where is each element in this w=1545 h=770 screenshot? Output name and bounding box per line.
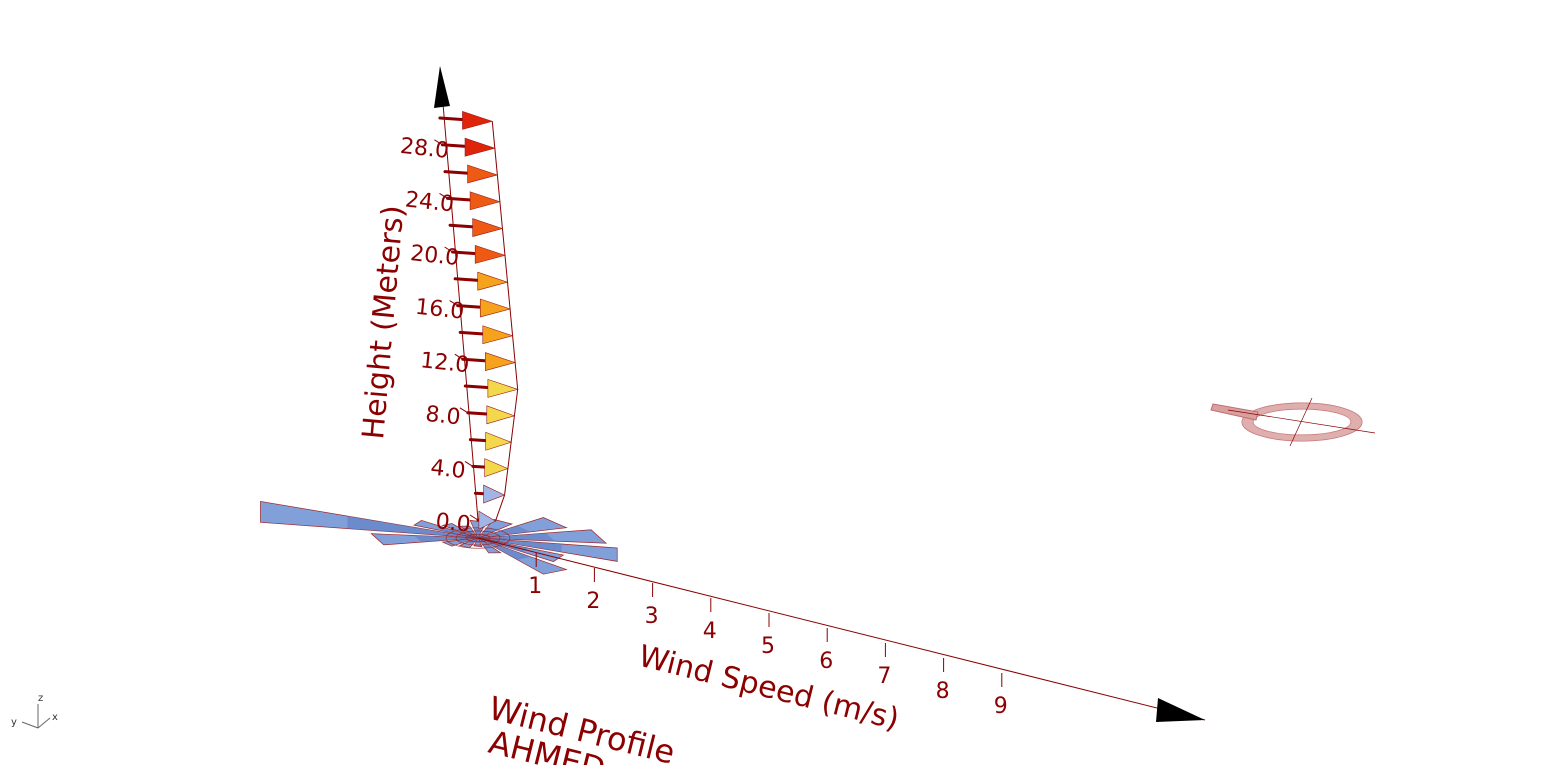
y-tick-label: 8.0 bbox=[424, 402, 461, 431]
profile-arrow bbox=[460, 326, 512, 344]
y-axis-title: Height (Meters) bbox=[356, 204, 411, 441]
y-tick-label: 24.0 bbox=[404, 188, 455, 218]
x-tick-label: 4 bbox=[703, 619, 717, 644]
profile-arrow bbox=[445, 165, 497, 183]
x-tick-label: 2 bbox=[586, 589, 600, 614]
profile-arrow bbox=[463, 353, 515, 371]
y-tick-label: 20.0 bbox=[409, 241, 460, 271]
y-tick-label: 28.0 bbox=[399, 134, 450, 164]
svg-text:z: z bbox=[38, 693, 43, 704]
profile-curve bbox=[492, 121, 517, 521]
profile-arrow bbox=[448, 192, 500, 210]
x-tick-label: 3 bbox=[645, 604, 659, 629]
profile-arrow bbox=[468, 406, 515, 424]
height-ticks: 0.0 4.0 8.0 12.0 16.0 20.0 24.0 28.0 bbox=[399, 134, 478, 538]
x-tick-label: 1 bbox=[528, 574, 542, 599]
x-tick-label: 5 bbox=[761, 634, 775, 659]
x-tick-label: 9 bbox=[994, 694, 1008, 719]
profile-arrow bbox=[455, 272, 507, 290]
profile-arrow bbox=[450, 219, 502, 237]
y-tick-label: 16.0 bbox=[414, 295, 465, 325]
x-tick-label: 6 bbox=[819, 649, 833, 674]
profile-arrow bbox=[470, 432, 511, 450]
x-tick-label: 8 bbox=[936, 679, 950, 704]
y-tick-label: 0.0 bbox=[434, 509, 471, 538]
profile-arrow bbox=[440, 111, 492, 129]
axes-triad-icon: z x y bbox=[11, 693, 58, 728]
profile-arrow bbox=[442, 138, 494, 156]
compass-icon bbox=[1211, 398, 1375, 446]
x-tick-label: 7 bbox=[877, 664, 891, 689]
svg-text:y: y bbox=[11, 717, 17, 728]
svg-text:x: x bbox=[52, 712, 58, 723]
profile-arrow bbox=[458, 299, 510, 317]
y-tick-label: 12.0 bbox=[419, 348, 470, 378]
height-axis bbox=[440, 68, 478, 520]
height-axis-arrowhead bbox=[434, 66, 450, 108]
y-tick-label: 4.0 bbox=[429, 456, 466, 485]
profile-arrow bbox=[465, 379, 517, 397]
profile-arrow bbox=[475, 485, 504, 503]
profile-arrow bbox=[453, 245, 505, 263]
wind-speed-axis-arrowhead bbox=[1156, 698, 1205, 722]
profile-arrow bbox=[473, 459, 508, 477]
